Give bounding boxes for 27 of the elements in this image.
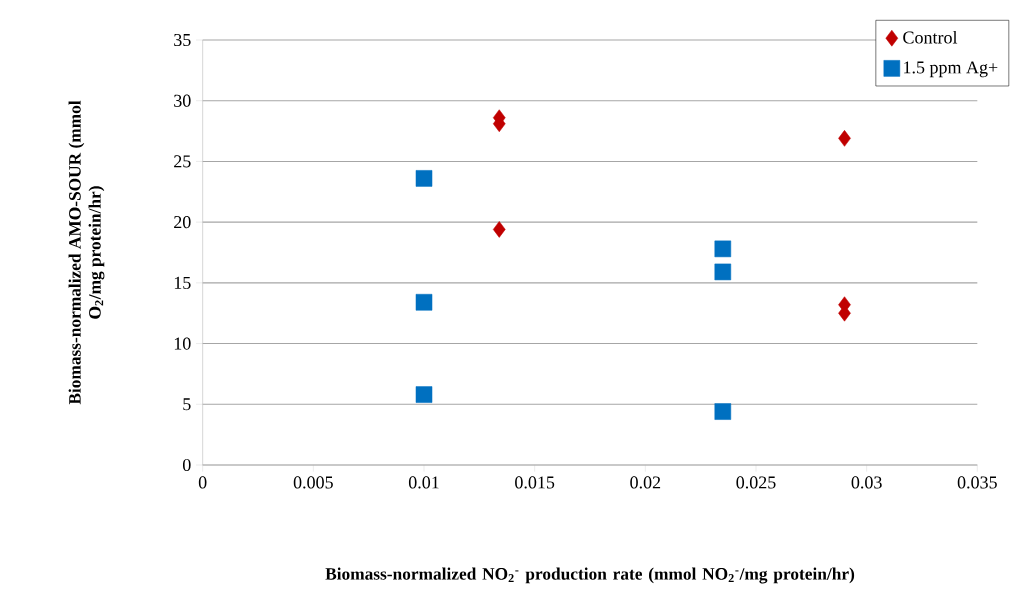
x-tick-label: 0.03	[851, 476, 882, 489]
x-tick-label: 0.005	[293, 476, 333, 489]
point	[415, 294, 433, 311]
y-tick-label: 0	[182, 458, 191, 472]
point	[714, 263, 732, 281]
point	[838, 130, 851, 147]
y-tick-label: 10	[174, 337, 191, 350]
legend-label: 1.5 ppm Ag+	[904, 61, 998, 78]
x-tick-label: 0.035	[957, 476, 997, 489]
point	[492, 221, 506, 238]
x-tick-label: 0.02	[630, 476, 661, 489]
point	[415, 386, 433, 403]
x-tick-label: 0.025	[736, 476, 776, 489]
y-tick-label: 35	[174, 33, 191, 47]
x-tick-label: 0.01	[408, 476, 439, 489]
x-axis-title: Biomass-normalized NO$_{2}$$^{-}$ production rate (mmol NO$_{2}$$^{-}$/mg protein/hr)	[325, 567, 855, 584]
point	[714, 240, 732, 258]
y-tick-label: 30	[174, 94, 191, 107]
y-tick-label: 5	[183, 398, 191, 411]
y-tick-label: 25	[174, 155, 191, 168]
y-tick-label: 15	[174, 276, 191, 289]
point	[415, 170, 433, 187]
x-tick-label: 0	[198, 476, 207, 489]
y-tick-label: 20	[174, 216, 191, 229]
point	[714, 403, 732, 420]
x-tick-label: 0.015	[515, 476, 555, 489]
legend-label: Control	[903, 30, 958, 44]
